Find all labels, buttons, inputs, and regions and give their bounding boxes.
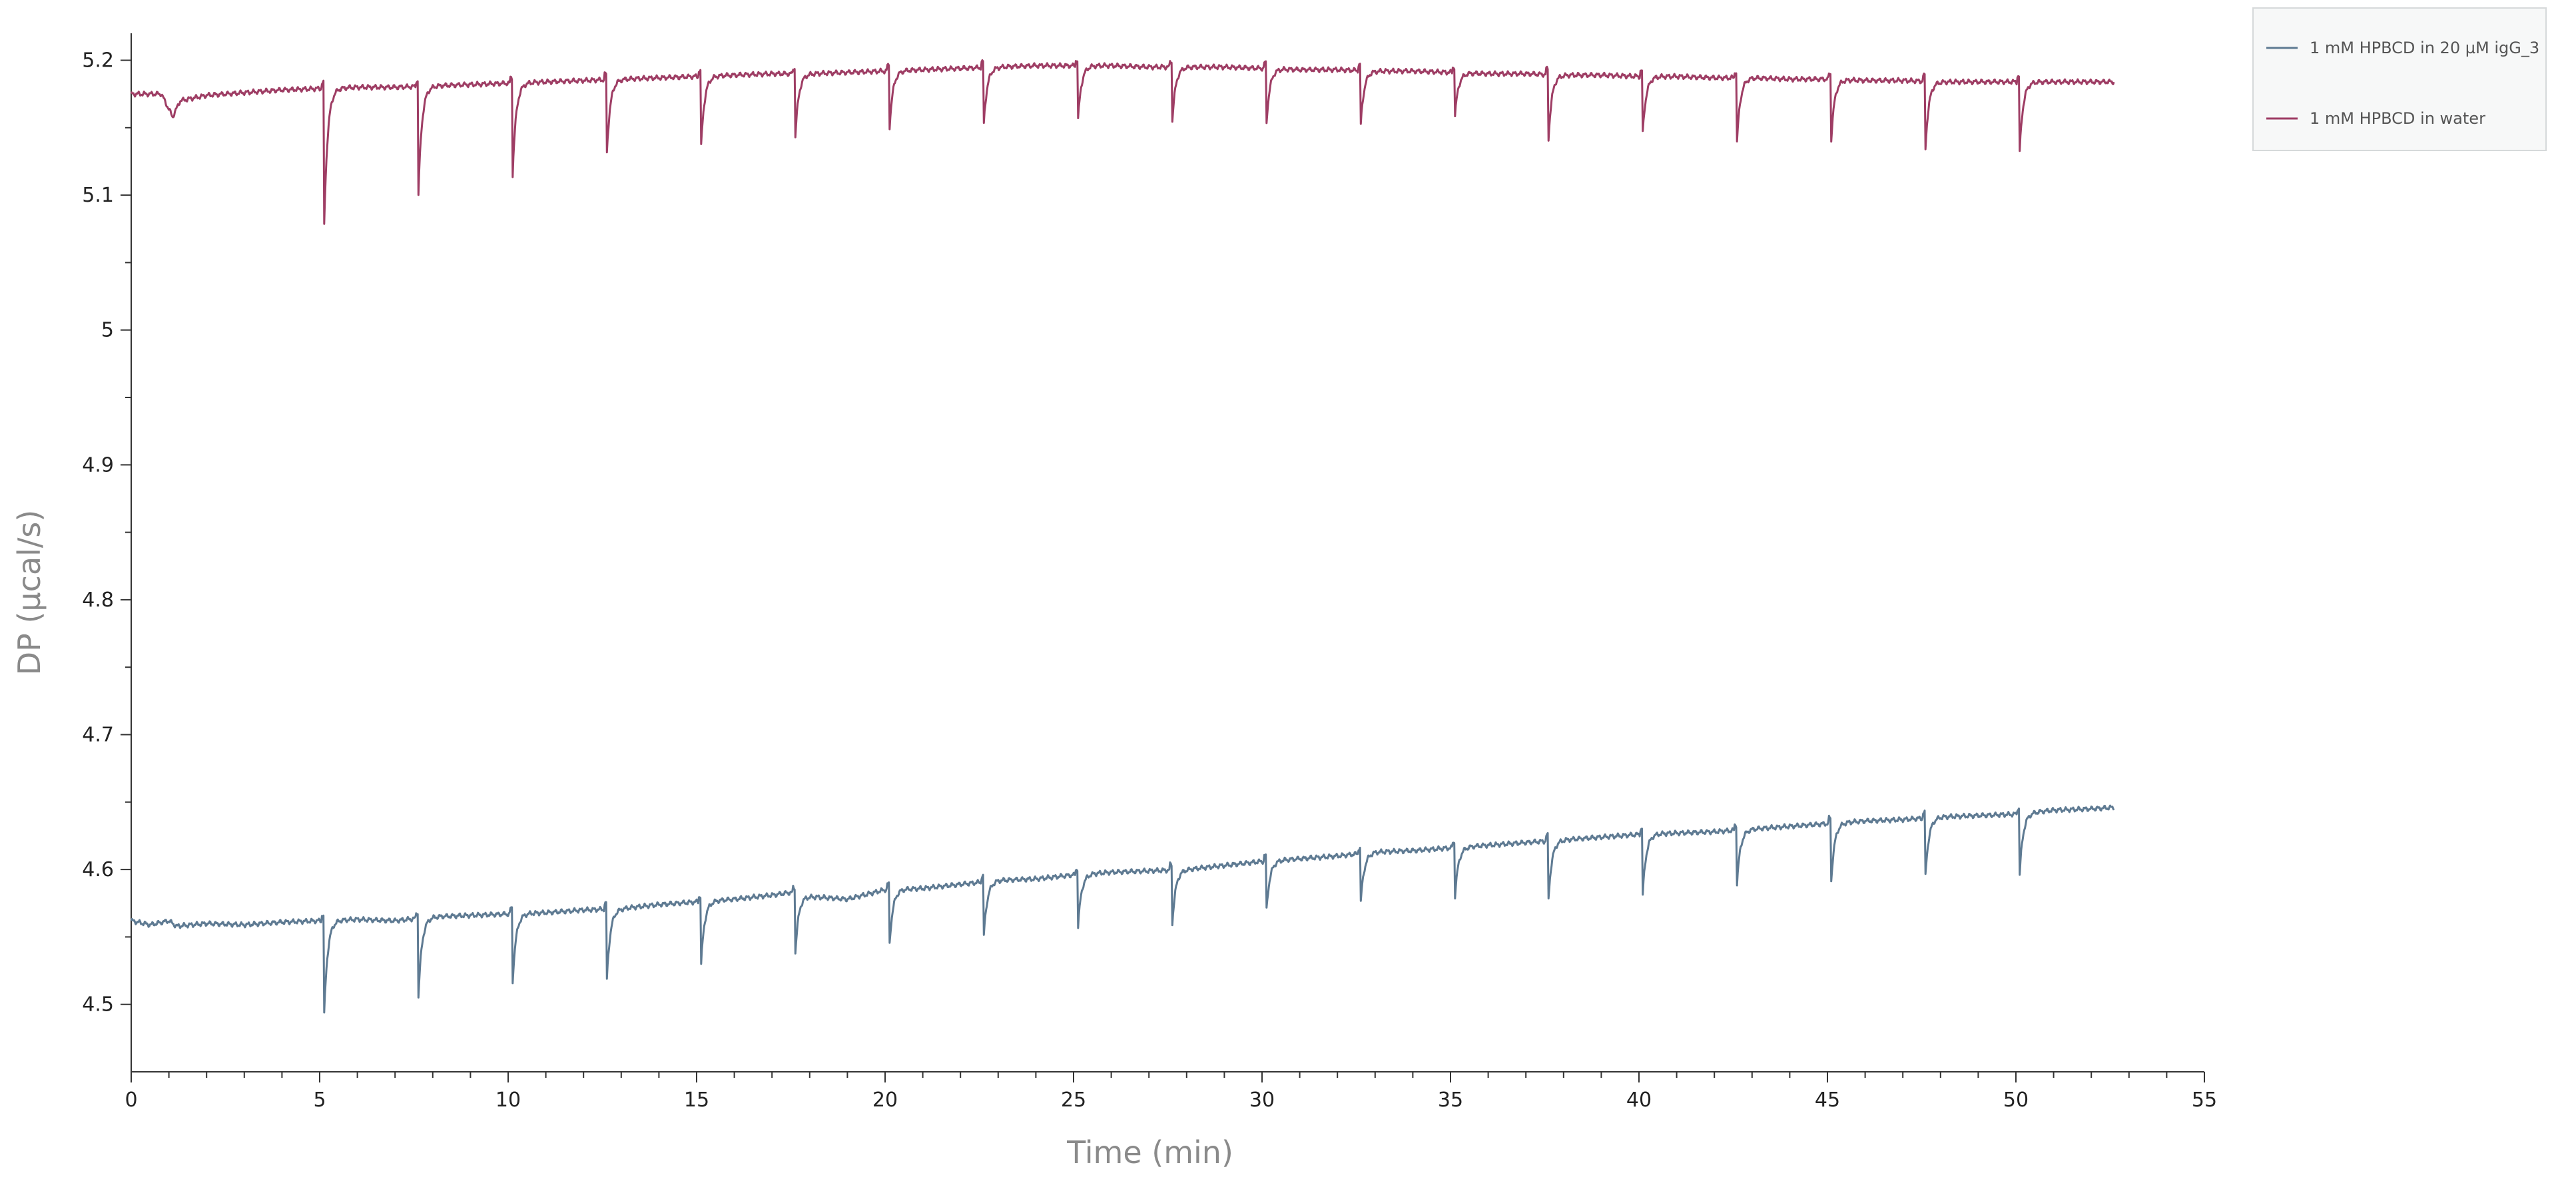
- x-tick-label: 55: [2192, 1088, 2217, 1112]
- y-tick-label: 4.7: [82, 724, 114, 747]
- y-tick-label: 5.2: [82, 49, 114, 73]
- x-tick-label: 25: [1061, 1088, 1086, 1112]
- series-line-2: [130, 59, 2115, 225]
- x-tick-label: 0: [125, 1088, 137, 1112]
- x-tick-label: 50: [2003, 1088, 2029, 1112]
- y-tick-label: 5: [101, 319, 114, 342]
- legend-label-series-1: 1 mM HPBCD in 20 µM igG_3: [2310, 39, 2539, 57]
- series-line-1: [130, 804, 2115, 1014]
- legend-label-series-2: 1 mM HPBCD in water: [2310, 109, 2485, 128]
- x-tick-label: 15: [684, 1088, 709, 1112]
- legend-box: [2252, 7, 2547, 151]
- legend: 1 mM HPBCD in 20 µM igG_3 1 mM HPBCD in …: [2252, 7, 2547, 151]
- y-tick-label: 4.6: [82, 858, 114, 881]
- y-axis-title: DP (µcal/s): [11, 510, 47, 676]
- x-tick-label: 40: [1626, 1088, 1652, 1112]
- axes: 0 5 10 15 20 25 30 35 40 45 50 55 4.5 4.6 4.7 4.8 4.9 5 5.…: [82, 33, 2217, 1112]
- x-tick-label: 10: [495, 1088, 521, 1112]
- x-axis-title: Time (min): [1066, 1134, 1233, 1170]
- x-tick-label: 20: [872, 1088, 898, 1112]
- y-tick-label: 5.1: [82, 184, 114, 207]
- x-tick-label: 35: [1438, 1088, 1463, 1112]
- y-tick-label: 4.5: [82, 993, 114, 1017]
- y-tick-label: 4.9: [82, 453, 114, 477]
- x-tick-label: 30: [1249, 1088, 1275, 1112]
- x-tick-label: 45: [1815, 1088, 1840, 1112]
- x-tick-label: 5: [313, 1088, 326, 1112]
- y-tick-label: 4.8: [82, 589, 114, 612]
- series-layer: [130, 59, 2115, 1014]
